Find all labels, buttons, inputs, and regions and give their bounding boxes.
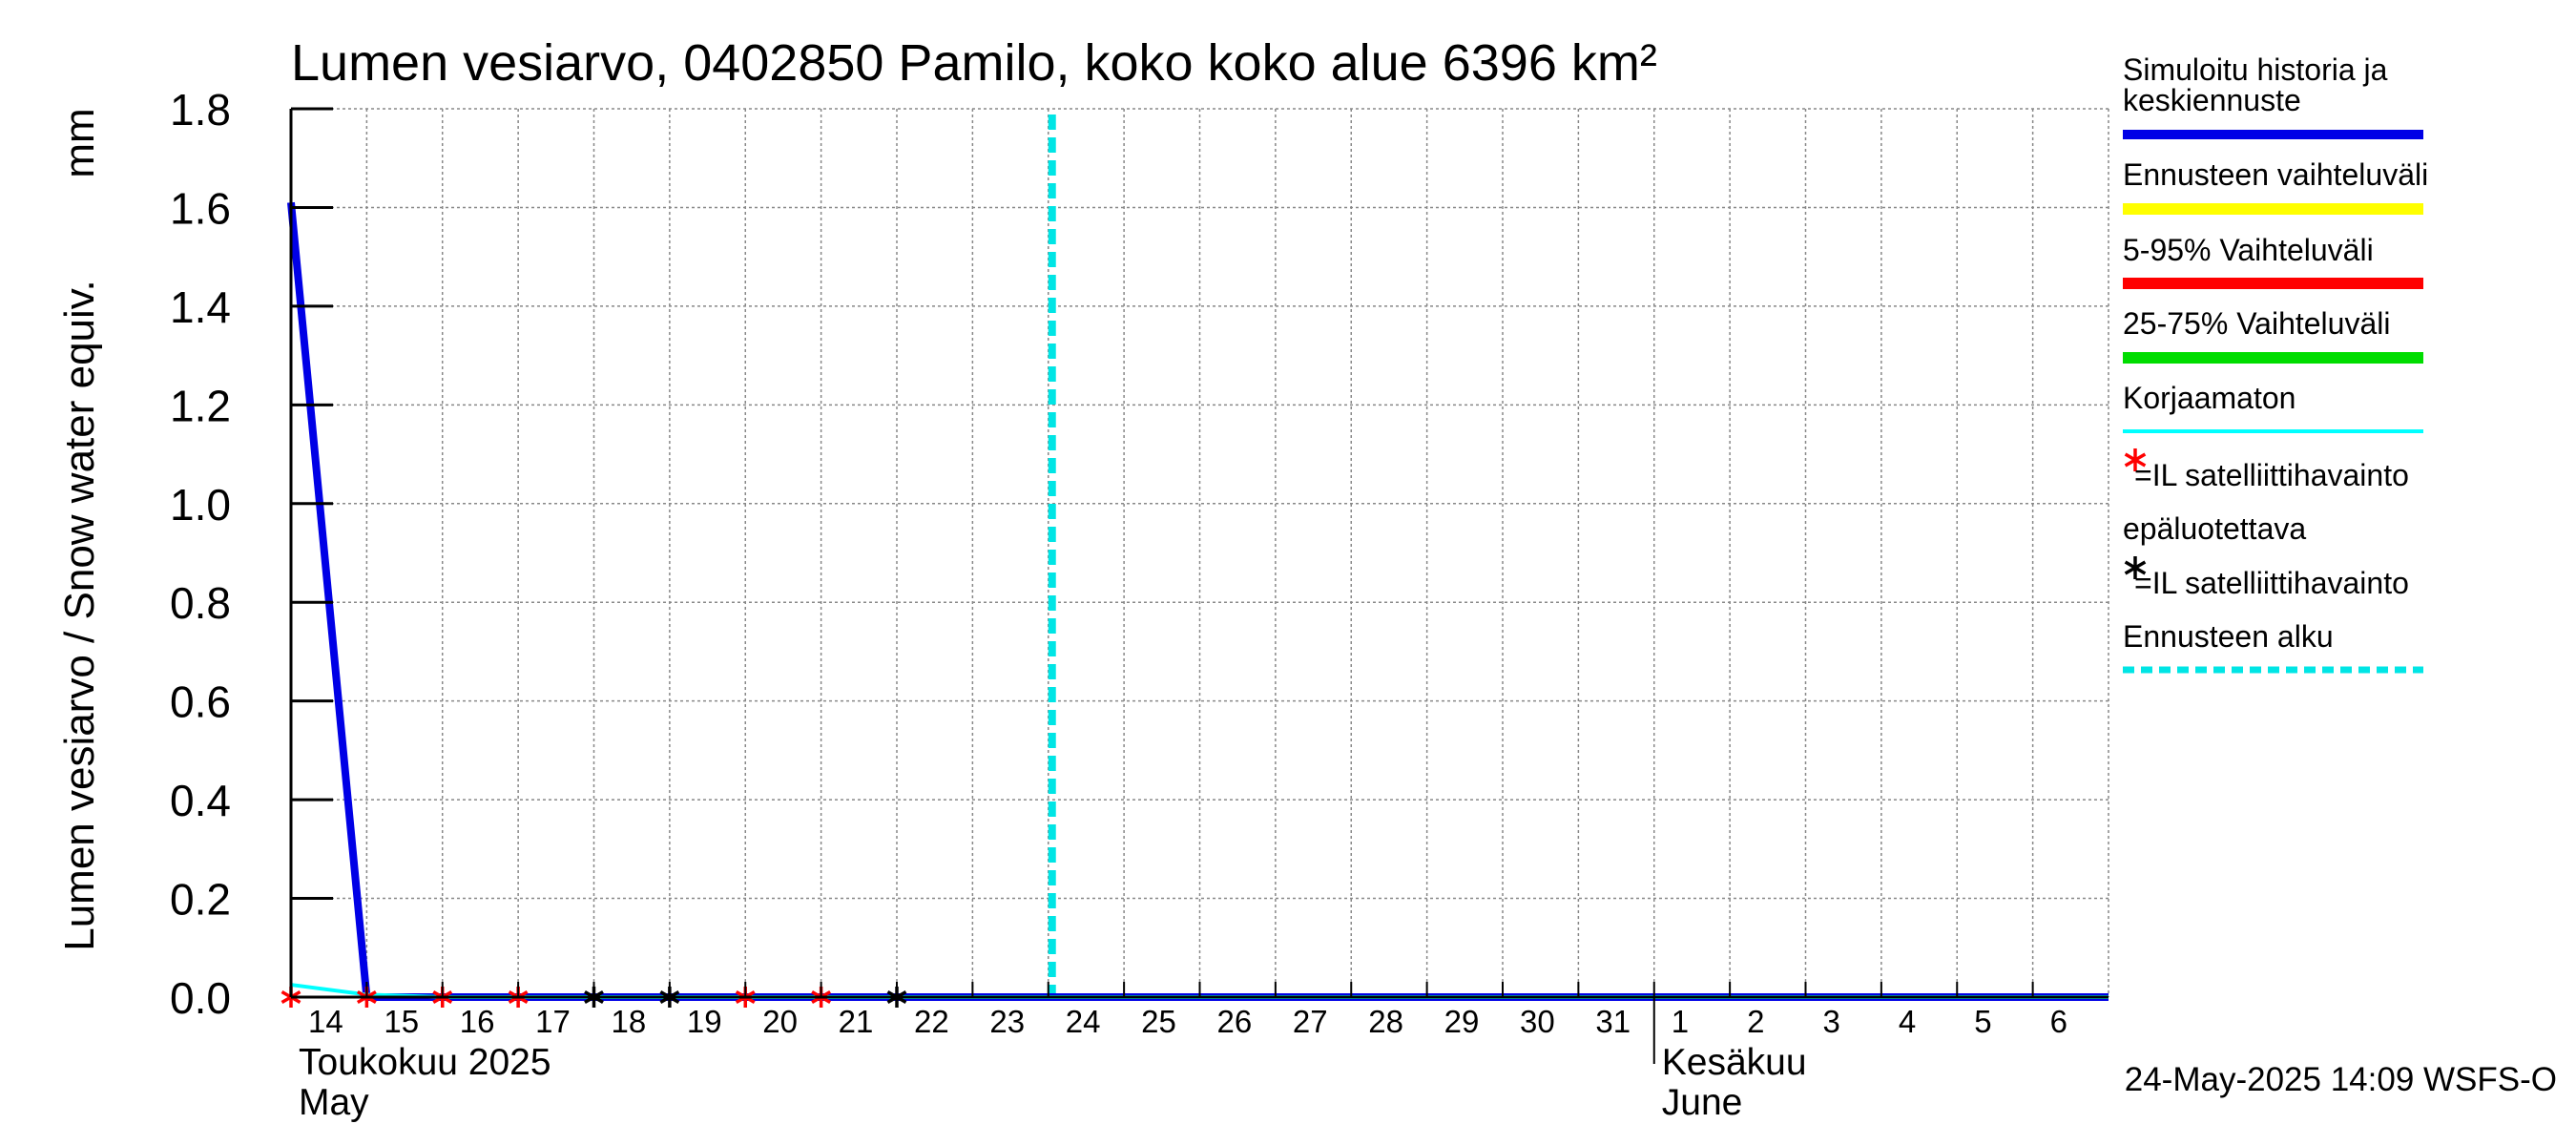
x-tick-label: 31 <box>1595 1004 1631 1039</box>
legend-star-satellite <box>2124 556 2147 579</box>
legend-label-satellite-unreliable-1: =IL satelliittihavainto <box>2134 458 2409 492</box>
x-tick-label: 23 <box>989 1004 1025 1039</box>
x-tick-label: 6 <box>2050 1004 2067 1039</box>
x-tick-label: 21 <box>839 1004 874 1039</box>
x-tick-label: 16 <box>460 1004 495 1039</box>
x-tick-label: 18 <box>612 1004 647 1039</box>
y-tick-label: 0.0 <box>170 973 231 1023</box>
legend-label-satellite-unreliable-2: epäluotettava <box>2123 511 2306 546</box>
x-tick-label: 14 <box>308 1004 343 1039</box>
legend-label-uncorrected: Korjaamaton <box>2123 381 2296 415</box>
y-tick-label: 1.2 <box>170 381 231 430</box>
x-tick-label: 19 <box>687 1004 722 1039</box>
y-tick-label: 0.6 <box>170 677 231 727</box>
x-tick-label: 3 <box>1823 1004 1840 1039</box>
axes: 0.00.20.40.60.81.01.21.41.61.814 15 16 17 18… <box>170 85 2109 1123</box>
series-layer <box>280 114 2109 1008</box>
legend-label-25-75: 25-75% Vaihteluväli <box>2123 306 2390 341</box>
legend-label-forecast-start: Ennusteen alku <box>2123 619 2334 654</box>
y-tick-label: 0.2 <box>170 875 231 925</box>
month-label-en: June <box>1662 1082 1743 1123</box>
x-tick-label: 1 <box>1672 1004 1689 1039</box>
x-tick-label: 20 <box>762 1004 798 1039</box>
legend-label-simulated-2: keskiennuste <box>2123 83 2301 117</box>
month-label-fi: Kesäkuu <box>1662 1042 1807 1083</box>
x-tick-label: 2 <box>1747 1004 1764 1039</box>
y-tick-label: 0.4 <box>170 776 231 825</box>
x-tick-label: 28 <box>1368 1004 1403 1039</box>
x-tick-label: 15 <box>384 1004 419 1039</box>
timestamp-footer: 24-May-2025 14:09 WSFS-O <box>2125 1061 2557 1098</box>
x-tick-label: 24 <box>1066 1004 1101 1039</box>
month-label-fi: Toukokuu 2025 <box>299 1042 551 1083</box>
y-axis-unit: mm <box>56 108 103 177</box>
y-tick-label: 1.0 <box>170 480 231 530</box>
star-stroke <box>2124 560 2147 575</box>
y-tick-label: 0.8 <box>170 578 231 628</box>
x-tick-label: 5 <box>1974 1004 1991 1039</box>
legend-star-unreliable <box>2124 448 2147 471</box>
y-axis-label: Lumen vesiarvo / Snow water equiv. <box>56 280 103 951</box>
x-tick-label: 26 <box>1217 1004 1253 1039</box>
x-tick-label: 17 <box>535 1004 571 1039</box>
x-tick-label: 29 <box>1444 1004 1480 1039</box>
chart-title: Lumen vesiarvo, 0402850 Pamilo, koko kok… <box>291 34 1657 92</box>
y-tick-label: 1.4 <box>170 282 231 332</box>
x-tick-label: 4 <box>1899 1004 1916 1039</box>
legend-label-5-95: 5-95% Vaihteluväli <box>2123 233 2374 267</box>
x-tick-label: 25 <box>1141 1004 1176 1039</box>
month-label-en: May <box>299 1082 369 1123</box>
legend-label-simulated-1: Simuloitu historia ja <box>2123 52 2388 87</box>
grid <box>291 108 2109 997</box>
legend-label-forecast-range: Ennusteen vaihteluväli <box>2123 157 2428 192</box>
x-tick-label: 22 <box>914 1004 949 1039</box>
star-stroke <box>2124 452 2147 468</box>
y-tick-label: 1.8 <box>170 85 231 135</box>
x-tick-label: 30 <box>1520 1004 1555 1039</box>
legend-label-satellite: =IL satelliittihavainto <box>2134 566 2409 600</box>
x-tick-label: 27 <box>1293 1004 1328 1039</box>
y-tick-label: 1.6 <box>170 183 231 233</box>
